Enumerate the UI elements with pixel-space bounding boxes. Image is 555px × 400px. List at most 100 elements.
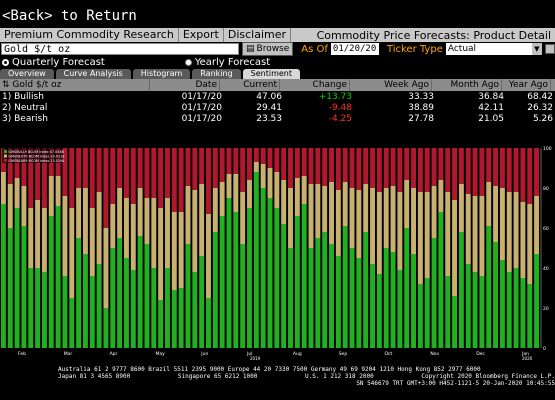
bar-neutral xyxy=(240,192,246,244)
bar-bearish xyxy=(301,148,307,176)
bar-bullish xyxy=(137,236,143,348)
bar-bullish xyxy=(349,248,355,348)
bar-neutral xyxy=(212,188,218,232)
tab-sentiment[interactable]: Sentiment xyxy=(242,69,300,79)
cell-current: 29.41 xyxy=(256,102,282,113)
bar-neutral xyxy=(431,186,437,238)
quarterly-forecast-radio[interactable]: Quarterly Forecast xyxy=(2,57,105,68)
bar-neutral xyxy=(144,198,150,244)
bar-neutral xyxy=(267,168,273,198)
bar-bearish xyxy=(404,148,410,180)
bar-bullish xyxy=(499,260,505,348)
bar-bullish xyxy=(335,256,341,348)
bar-bearish xyxy=(411,148,416,188)
bar-neutral xyxy=(69,208,75,298)
bar-neutral xyxy=(363,184,369,232)
bar-bullish xyxy=(417,284,423,348)
yearly-forecast-radio[interactable]: Yearly Forecast xyxy=(184,57,270,68)
tab-bar: Overview Curve Analysis Histogram Rankin… xyxy=(0,68,555,79)
bar-neutral xyxy=(226,174,232,198)
browse-button[interactable]: ▤ Browse xyxy=(242,42,294,56)
bar-neutral xyxy=(349,188,355,248)
menu-export[interactable]: Export xyxy=(179,28,224,42)
x-tick-label: Jul xyxy=(246,351,252,357)
bar-neutral xyxy=(424,192,430,278)
quarterly-forecast-label: Quarterly Forecast xyxy=(12,56,105,68)
tab-curve-analysis[interactable]: Curve Analysis xyxy=(55,69,131,79)
ticker-type-select[interactable]: Actual ▼ xyxy=(445,43,542,55)
bar-bearish xyxy=(274,148,280,172)
bar-bullish xyxy=(55,206,61,348)
bar-neutral xyxy=(445,192,451,276)
bar-bearish xyxy=(212,148,218,188)
bar-bullish xyxy=(185,244,191,348)
bar-neutral xyxy=(397,192,403,270)
bar-bearish xyxy=(335,148,341,190)
bar-neutral xyxy=(534,196,540,254)
header-current[interactable]: Current xyxy=(220,79,280,91)
table-row[interactable]: 3) Bearish 01/17/20 23.53 -4.25 27.78 21… xyxy=(0,113,555,124)
bar-neutral xyxy=(294,178,300,216)
bar-bearish xyxy=(465,148,471,194)
bar-bearish xyxy=(62,148,68,196)
bar-bullish xyxy=(110,248,116,348)
bar-neutral xyxy=(89,208,95,276)
bar-bearish xyxy=(479,148,485,196)
bar-bearish xyxy=(117,148,123,188)
menu-premium-research[interactable]: Premium Commodity Research xyxy=(0,28,179,42)
bar-bullish xyxy=(212,232,218,348)
x-year-label: 2019 xyxy=(250,356,261,361)
header-change[interactable]: Change xyxy=(280,79,350,91)
bar-bearish xyxy=(123,148,129,198)
y-axis: 0 20 40 60 80 100 xyxy=(540,146,552,352)
bar-bearish xyxy=(329,148,334,182)
tab-ranking[interactable]: Ranking xyxy=(192,69,241,79)
row-label: 1) Bullish xyxy=(0,92,152,102)
menu-disclaimer[interactable]: Disclaimer xyxy=(224,28,292,42)
bar-bullish xyxy=(506,272,512,348)
bar-bearish xyxy=(452,148,458,200)
bar-bullish xyxy=(458,232,464,348)
bar-neutral xyxy=(383,188,389,248)
bar-bullish xyxy=(534,254,540,348)
header-name[interactable]: ⇅ Gold $/t oz xyxy=(0,79,150,91)
tab-histogram[interactable]: Histogram xyxy=(132,69,191,79)
bar-bearish xyxy=(383,148,389,188)
bar-bullish xyxy=(144,244,150,348)
header-week-ago[interactable]: Week Ago xyxy=(350,79,432,91)
as-of-date-input[interactable]: 01/20/20 xyxy=(330,43,379,55)
bar-bullish xyxy=(294,216,300,348)
chevron-down-icon[interactable]: ▼ xyxy=(531,43,542,55)
bar-neutral xyxy=(479,196,485,276)
tab-overview[interactable]: Overview xyxy=(0,69,54,79)
bar-neutral xyxy=(417,192,423,284)
bar-neutral xyxy=(151,198,157,268)
bar-neutral xyxy=(117,188,123,238)
bar-neutral xyxy=(527,204,533,284)
bar-bullish xyxy=(404,228,410,348)
settings-square-button[interactable] xyxy=(544,44,555,54)
bar-neutral xyxy=(48,176,54,216)
bar-bullish xyxy=(82,254,88,348)
header-month-ago[interactable]: Month Ago xyxy=(432,79,502,91)
bar-bearish xyxy=(158,148,164,208)
table-row[interactable]: 2) Neutral 01/17/20 29.41 -9.48 38.89 42… xyxy=(0,102,555,113)
bar-bearish xyxy=(438,148,444,180)
bar-bearish xyxy=(253,148,259,162)
header-year-ago[interactable]: Year Ago xyxy=(502,79,551,91)
bar-bearish xyxy=(171,148,177,212)
header-date[interactable]: Date xyxy=(150,79,220,91)
table-row[interactable]: 1) Bullish 01/17/20 47.06 +13.73 33.33 3… xyxy=(0,91,555,102)
bar-neutral xyxy=(206,214,211,298)
cell-date: 01/17/20 xyxy=(181,91,222,102)
bar-neutral xyxy=(137,188,143,236)
bar-bearish xyxy=(185,148,191,186)
bar-bullish xyxy=(267,198,273,348)
bar-bullish xyxy=(397,270,403,348)
bar-bearish xyxy=(240,148,246,192)
bar-bearish xyxy=(28,148,34,208)
back-to-return-link[interactable]: <Back> to Return xyxy=(2,8,137,24)
bar-neutral xyxy=(76,188,82,238)
ticker-input[interactable]: Gold $/t oz xyxy=(1,43,239,55)
